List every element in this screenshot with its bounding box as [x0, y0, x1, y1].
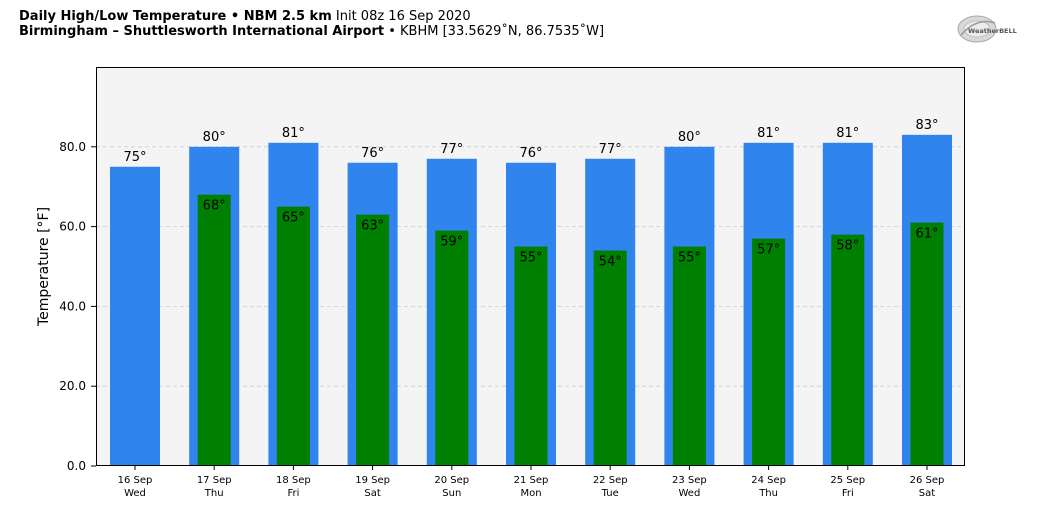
x-tick-weekday: Sat [364, 488, 380, 499]
high-temp-label: 80° [678, 130, 701, 145]
title-line: Daily High/Low Temperature • NBM 2.5 km … [19, 9, 604, 24]
y-tick-label: 60.0 [59, 220, 86, 234]
low-temp-bar [435, 230, 469, 466]
low-temp-label: 55° [519, 251, 542, 266]
high-temp-bar [110, 166, 160, 466]
x-tick-date: 25 Sep [830, 475, 865, 486]
x-tick-weekday: Wed [124, 488, 146, 499]
x-tick-date: 16 Sep [118, 475, 153, 486]
x-tick-date: 20 Sep [434, 475, 469, 486]
init-time: Init 08z 16 Sep 2020 [335, 9, 471, 24]
low-temp-label: 57° [757, 243, 780, 258]
low-temp-bar [752, 238, 786, 466]
low-temp-label: 55° [678, 251, 701, 266]
x-tick-date: 24 Sep [751, 475, 786, 486]
x-tick-date: 22 Sep [593, 475, 628, 486]
x-tick-weekday: Fri [842, 488, 854, 499]
chart-header: Daily High/Low Temperature • NBM 2.5 km … [19, 9, 604, 39]
y-tick-label: 20.0 [59, 379, 86, 393]
low-temp-label: 65° [282, 211, 305, 226]
high-temp-label: 81° [757, 126, 780, 141]
x-tick-date: 23 Sep [672, 475, 707, 486]
x-tick-weekday: Thu [204, 488, 224, 499]
low-temp-bar [672, 246, 706, 466]
high-temp-label: 77° [599, 142, 622, 157]
y-tick-label: 80.0 [59, 140, 86, 154]
x-tick-date: 26 Sep [910, 475, 945, 486]
low-temp-bar [276, 206, 310, 466]
x-tick-date: 18 Sep [276, 475, 311, 486]
high-temp-label: 80° [203, 130, 226, 145]
weatherbell-logo: WeatherBELL [957, 15, 1017, 43]
low-temp-bar [356, 214, 390, 466]
x-tick-weekday: Sat [919, 488, 935, 499]
x-tick-weekday: Mon [520, 488, 541, 499]
low-temp-label: 59° [440, 235, 463, 250]
x-tick-weekday: Sun [442, 488, 461, 499]
low-temp-label: 54° [599, 255, 622, 270]
high-temp-label: 76° [361, 146, 384, 161]
high-temp-label: 76° [519, 146, 542, 161]
chart-title: Daily High/Low Temperature • NBM 2.5 km [19, 9, 332, 24]
x-tick-weekday: Fri [287, 488, 299, 499]
low-temp-bar [910, 222, 944, 466]
low-temp-bar [197, 194, 231, 466]
low-temp-bar [831, 234, 865, 466]
bars-group [110, 134, 952, 467]
data-labels-group: 75° 80° 68° 81° 65° 76° 63° 77° 59° 76° 55° 77° 54° 8… [123, 118, 938, 270]
low-temp-label: 68° [203, 199, 226, 214]
y-axis-title: Temperature [°F] [36, 207, 52, 327]
x-axis: 16 Sep Wed 17 Sep Thu 18 Sep Fri 19 Sep Sat 20 S… [118, 466, 945, 499]
station-coords: • KBHM [33.5629˚N, 86.7535˚W] [388, 24, 605, 39]
low-temp-label: 61° [915, 227, 938, 242]
x-tick-weekday: Tue [601, 488, 619, 499]
x-tick-date: 17 Sep [197, 475, 232, 486]
low-temp-label: 63° [361, 219, 384, 234]
location-line: Birmingham – Shuttlesworth International… [19, 24, 604, 39]
y-tick-label: 40.0 [59, 299, 86, 313]
x-tick-weekday: Thu [758, 488, 778, 499]
low-temp-bar [593, 250, 627, 466]
y-tick-label: 0.0 [67, 459, 86, 473]
high-temp-label: 81° [836, 126, 859, 141]
low-temp-label: 58° [836, 239, 859, 254]
x-tick-weekday: Wed [678, 488, 700, 499]
high-temp-label: 83° [915, 118, 938, 133]
x-tick-date: 21 Sep [514, 475, 549, 486]
high-temp-label: 75° [123, 150, 146, 165]
plot-frame [96, 67, 965, 466]
station-name: Birmingham – Shuttlesworth International… [19, 24, 385, 39]
low-temp-bar [514, 246, 548, 466]
logo-text: WeatherBELL [968, 27, 1017, 35]
y-axis: 0.0 20.0 40.0 60.0 80.0 [59, 140, 96, 473]
x-tick-date: 19 Sep [355, 475, 390, 486]
high-temp-label: 77° [440, 142, 463, 157]
high-temp-label: 81° [282, 126, 305, 141]
